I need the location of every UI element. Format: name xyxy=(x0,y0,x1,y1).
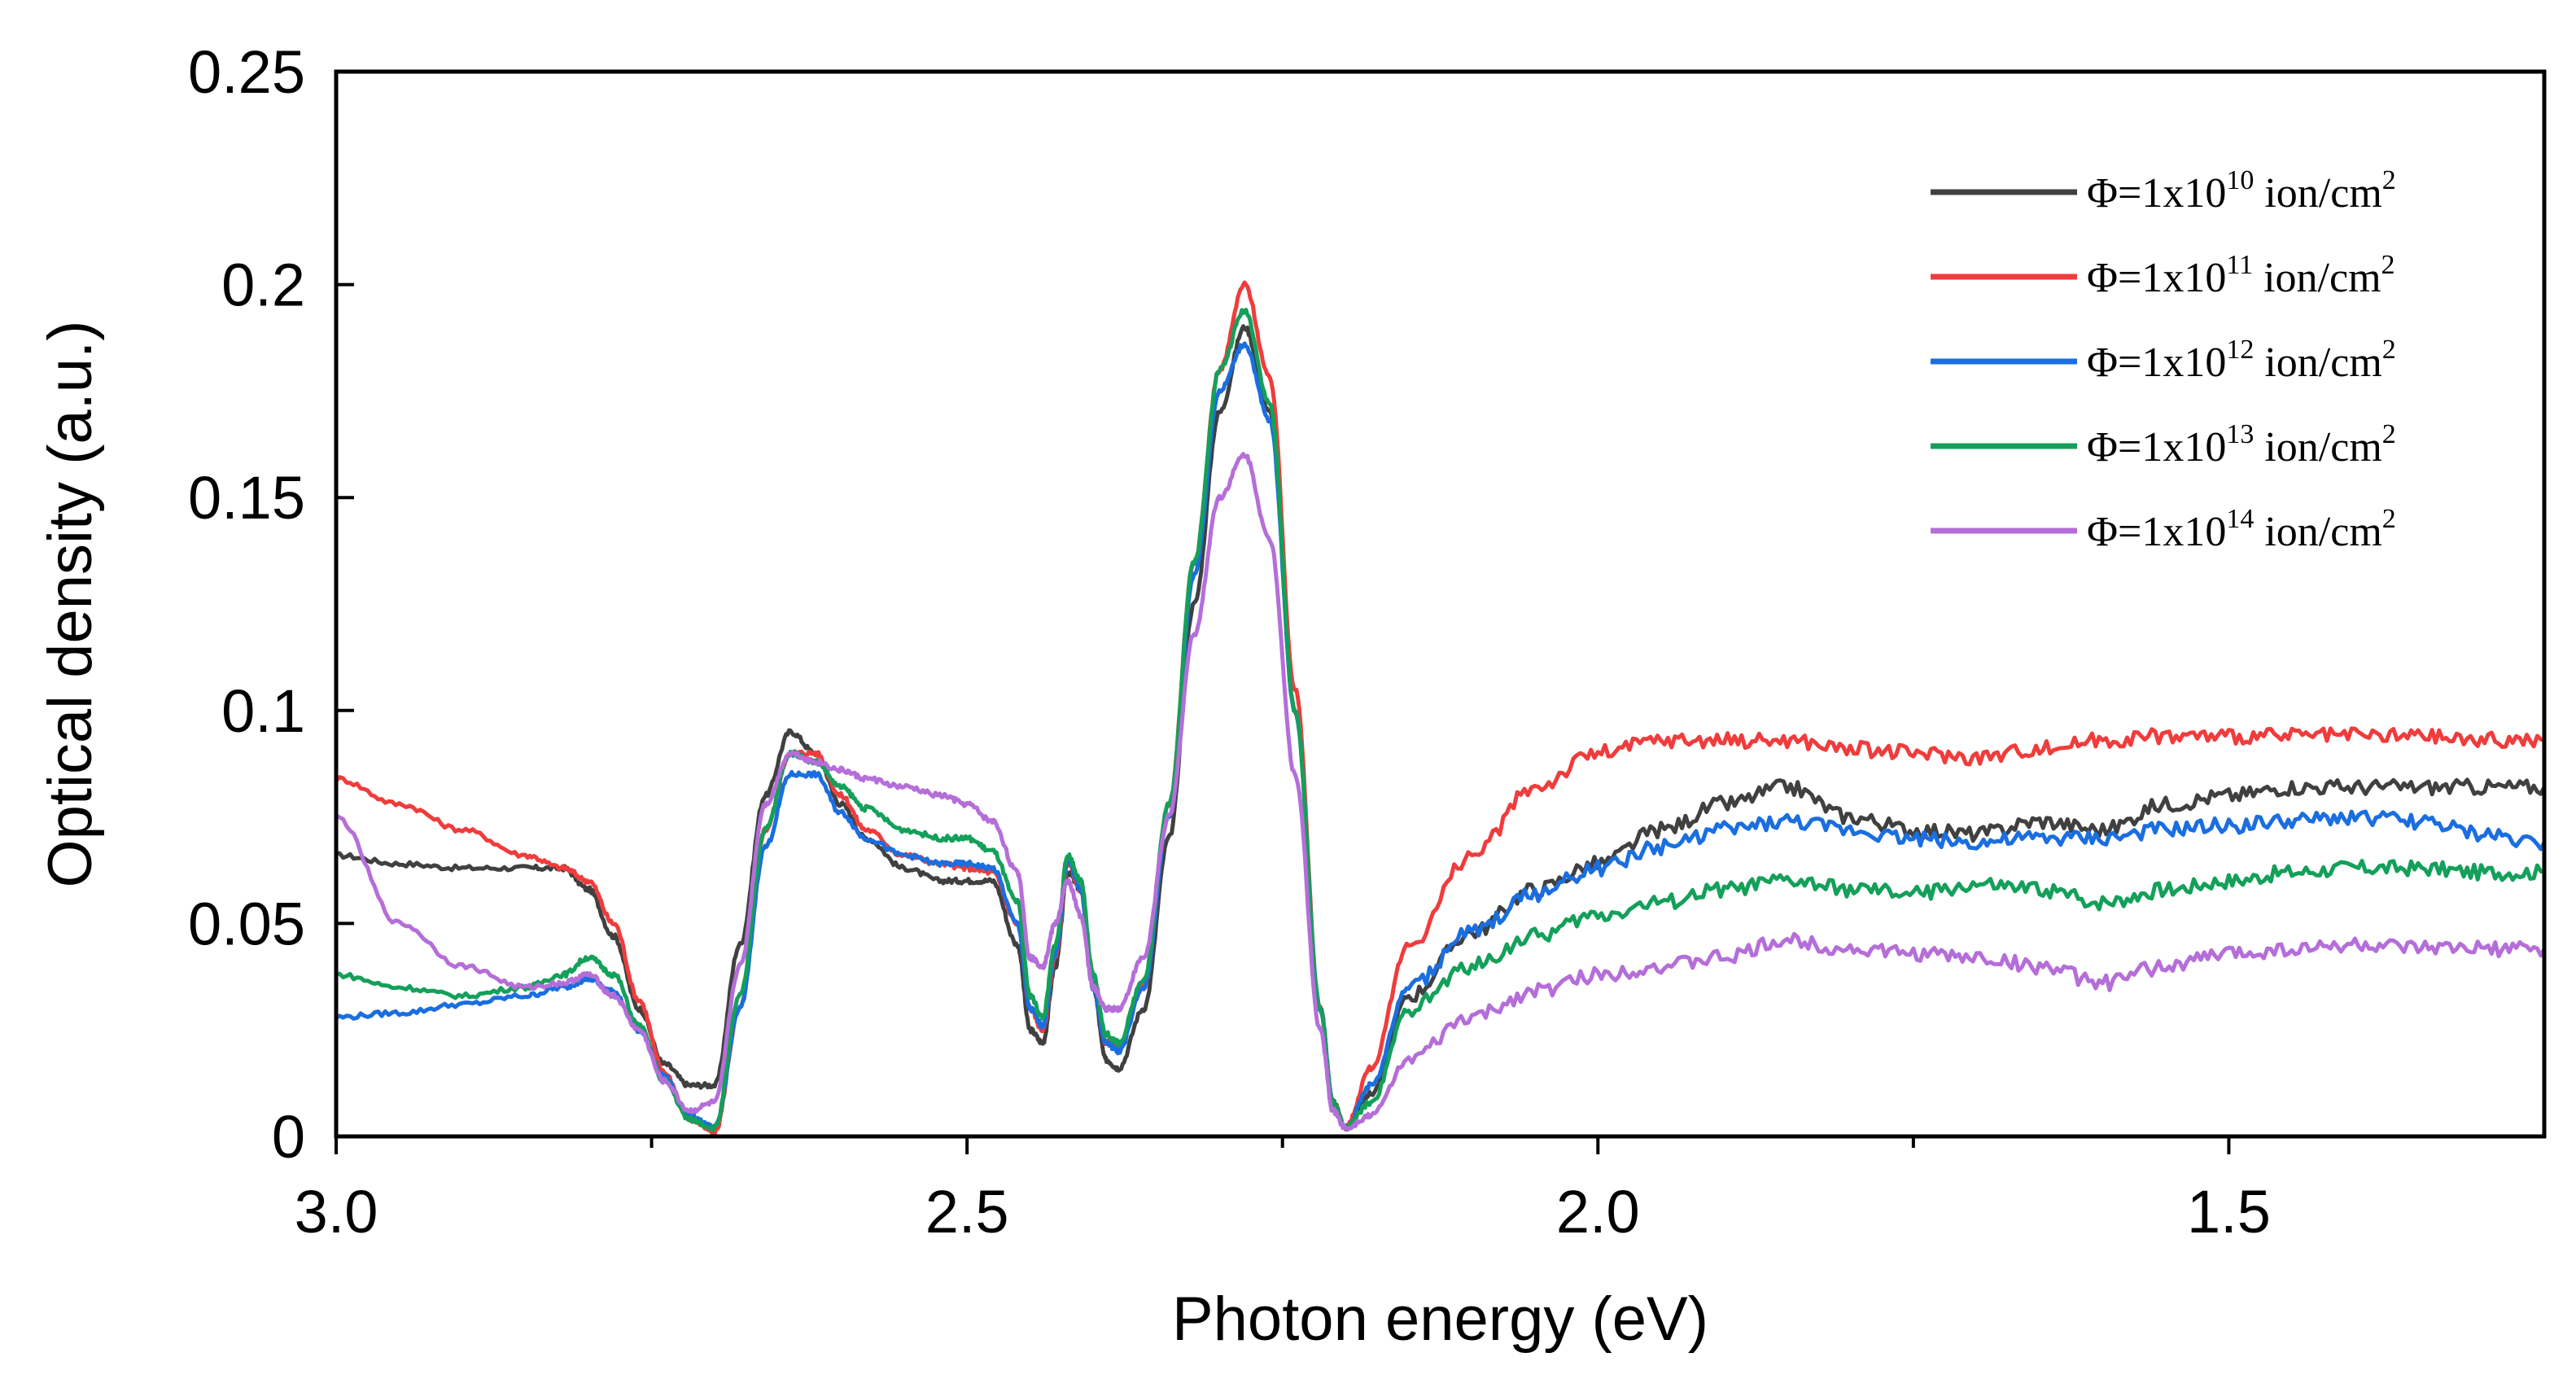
x-axis-title: Photon energy (eV) xyxy=(1172,1285,1708,1354)
plot-lines xyxy=(335,280,2547,1136)
legend-entry: Φ=1x1010 ion/cm2 xyxy=(2087,165,2396,217)
y-tick-label: 0.05 xyxy=(188,890,305,957)
y-tick-label: 0.2 xyxy=(221,252,305,319)
y-tick-label: 0.25 xyxy=(188,38,305,106)
x-tick-label: 3.0 xyxy=(295,1178,378,1245)
x-axis-ticks: 3.0 2.5 2.0 1.5 xyxy=(295,1136,2271,1245)
legend: Φ=1x1010 ion/cm2 Φ=1x1011 ion/cm2 Φ=1x1012… xyxy=(1931,165,2396,555)
legend-entry: Φ=1x1011 ion/cm2 xyxy=(2087,250,2395,301)
x-tick-label: 2.0 xyxy=(1556,1178,1640,1245)
y-tick-label: 0 xyxy=(272,1103,305,1171)
legend-entry: Φ=1x1012 ion/cm2 xyxy=(2087,335,2396,386)
y-tick-label: 0.1 xyxy=(221,677,305,745)
y-axis-title: Optical density (a.u.) xyxy=(36,321,105,888)
legend-entry: Φ=1x1014 ion/cm2 xyxy=(2087,504,2396,555)
x-tick-label: 2.5 xyxy=(925,1178,1009,1245)
plot-frame xyxy=(334,69,2547,1139)
x-tick-label: 1.5 xyxy=(2187,1178,2271,1245)
series-line-13 xyxy=(335,308,2545,1133)
y-axis-ticks: 0 0.05 0.1 0.15 0.2 0.25 xyxy=(188,38,354,1171)
y-tick-label: 0.15 xyxy=(188,464,305,532)
series-line-14 xyxy=(335,452,2547,1132)
axes xyxy=(334,69,2547,1139)
legend-entry: Φ=1x1013 ion/cm2 xyxy=(2087,419,2396,471)
